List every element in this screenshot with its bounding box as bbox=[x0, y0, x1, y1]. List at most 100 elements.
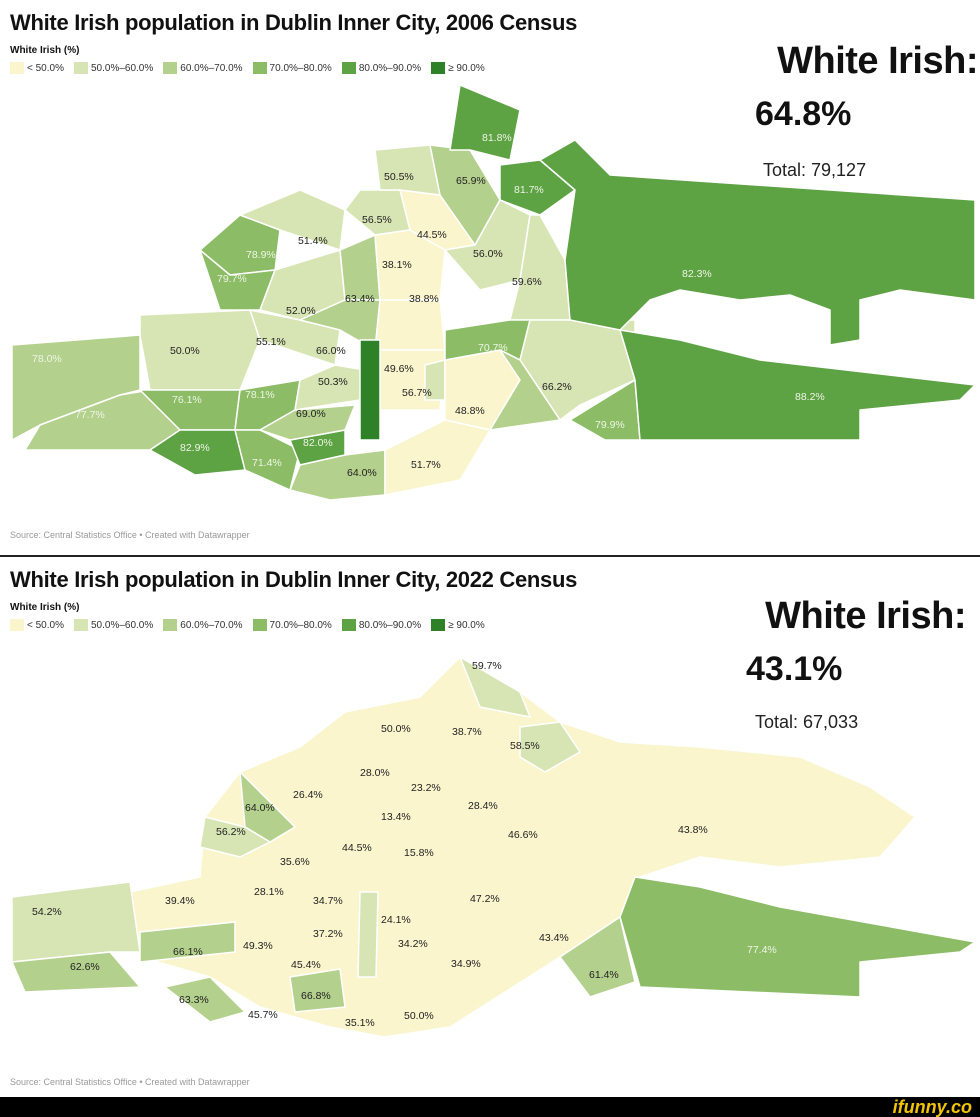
stat-label: White Irish: bbox=[765, 595, 966, 637]
legend-label: 50.0%–60.0% bbox=[90, 62, 154, 74]
legend-swatch bbox=[10, 62, 24, 74]
area-value-label: 66.8% bbox=[301, 990, 331, 1002]
map-area[interactable] bbox=[139, 309, 261, 391]
area-value-label: 43.8% bbox=[678, 824, 708, 836]
legend-swatch bbox=[431, 619, 446, 631]
map-area[interactable] bbox=[239, 771, 296, 843]
legend-swatch bbox=[252, 619, 267, 631]
map-area[interactable] bbox=[139, 921, 236, 963]
map-area[interactable] bbox=[559, 916, 636, 998]
area-value-label: 34.2% bbox=[398, 938, 428, 950]
area-value-label: 62.6% bbox=[70, 961, 100, 973]
area-value-label: 58.5% bbox=[510, 740, 540, 752]
area-value-label: 48.8% bbox=[455, 405, 485, 417]
area-value-label: 59.6% bbox=[512, 276, 542, 288]
area-value-label: 49.3% bbox=[243, 940, 273, 952]
legend-item: < 50.0% bbox=[10, 62, 64, 74]
stat-total: Total: 79,127 bbox=[763, 160, 867, 180]
map-area[interactable] bbox=[344, 189, 411, 236]
stat-total: Total: 67,033 bbox=[755, 712, 859, 732]
legend-swatch bbox=[341, 619, 356, 631]
area-value-label: 35.1% bbox=[345, 1017, 375, 1029]
map-area[interactable] bbox=[164, 976, 246, 1023]
legend-swatch bbox=[431, 62, 446, 74]
legend-label: 50.0%–60.0% bbox=[90, 619, 154, 631]
map-area[interactable] bbox=[11, 951, 141, 993]
area-value-label: 49.6% bbox=[384, 363, 414, 375]
area-value-label: 39.4% bbox=[165, 895, 195, 907]
area-value-label: 81.8% bbox=[482, 132, 512, 144]
area-value-label: 63.4% bbox=[345, 293, 375, 305]
map-panel-2022: White Irish population in Dublin Inner C… bbox=[0, 557, 980, 1097]
map-area[interactable] bbox=[539, 139, 976, 346]
legend-item: 70.0%–80.0% bbox=[252, 619, 332, 631]
map-area[interactable] bbox=[11, 881, 141, 963]
area-value-label: 43.4% bbox=[539, 932, 569, 944]
area-value-label: 59.7% bbox=[472, 660, 502, 672]
map-area[interactable] bbox=[489, 349, 561, 431]
area-value-label: 81.7% bbox=[514, 184, 544, 196]
map-area[interactable] bbox=[499, 159, 576, 216]
legend: < 50.0% 50.0%–60.0% 60.0%–70.0% 70.0%–80… bbox=[10, 62, 485, 74]
map-area[interactable] bbox=[459, 656, 531, 718]
stat-value: 43.1% bbox=[746, 650, 843, 688]
area-value-label: 70.7% bbox=[478, 342, 508, 354]
legend-swatch bbox=[73, 62, 88, 74]
area-value-label: 44.5% bbox=[342, 842, 372, 854]
legend-label: 60.0%–70.0% bbox=[180, 619, 243, 631]
area-value-label: 77.7% bbox=[75, 409, 105, 421]
stat-value: 64.8% bbox=[755, 95, 852, 133]
area-value-label: 28.0% bbox=[360, 767, 390, 779]
choropleth-map: 81.8% 50.5% 65.9% 81.7% 56.5% 44.5% 51.4% 78.9%… bbox=[11, 84, 976, 501]
area-value-label: 64.0% bbox=[347, 467, 377, 479]
map-area[interactable] bbox=[129, 656, 916, 1038]
area-value-label: 88.2% bbox=[795, 391, 825, 403]
area-value-label: 50.5% bbox=[384, 171, 414, 183]
map-area[interactable] bbox=[384, 419, 491, 496]
legend-label: < 50.0% bbox=[27, 62, 64, 74]
map-area[interactable] bbox=[339, 234, 381, 301]
map-area[interactable] bbox=[199, 816, 271, 858]
legend-item: < 50.0% bbox=[10, 619, 64, 631]
area-value-label: 26.4% bbox=[293, 789, 323, 801]
area-value-label: 56.5% bbox=[362, 214, 392, 226]
area-value-label: 63.3% bbox=[179, 994, 209, 1006]
legend-title: White Irish (%) bbox=[10, 45, 80, 56]
map-area[interactable] bbox=[239, 189, 346, 251]
map-title: White Irish population in Dublin Inner C… bbox=[10, 567, 578, 592]
area-value-label: 54.2% bbox=[32, 906, 62, 918]
area-value-label: 76.1% bbox=[172, 394, 202, 406]
area-value-label: 23.2% bbox=[411, 782, 441, 794]
map-area[interactable] bbox=[619, 329, 976, 441]
map-area[interactable] bbox=[619, 876, 976, 998]
map-area[interactable] bbox=[449, 84, 521, 161]
map-area[interactable] bbox=[374, 299, 446, 351]
area-value-label: 28.4% bbox=[468, 800, 498, 812]
legend-item: 70.0%–80.0% bbox=[252, 62, 332, 74]
area-value-label: 45.7% bbox=[248, 1009, 278, 1021]
legend-swatch bbox=[341, 62, 356, 74]
map-area[interactable] bbox=[374, 144, 441, 196]
legend-item: ≥ 90.0% bbox=[431, 619, 485, 631]
map-area[interactable] bbox=[374, 229, 446, 301]
area-value-label: 35.6% bbox=[280, 856, 310, 868]
map-area[interactable] bbox=[359, 339, 381, 441]
legend-label: ≥ 90.0% bbox=[448, 62, 485, 74]
area-value-label: 15.8% bbox=[404, 847, 434, 859]
map-area[interactable] bbox=[289, 968, 346, 1013]
map-area[interactable] bbox=[249, 309, 341, 366]
map-area[interactable] bbox=[357, 891, 379, 978]
source-note: Source: Central Statistics Office • Crea… bbox=[10, 530, 250, 540]
map-area[interactable] bbox=[519, 721, 581, 773]
map-panel-2006: White Irish population in Dublin Inner C… bbox=[0, 0, 980, 557]
map-area[interactable] bbox=[259, 404, 356, 441]
area-value-label: 50.0% bbox=[170, 345, 200, 357]
area-value-label: 38.1% bbox=[382, 259, 412, 271]
legend-item: 50.0%–60.0% bbox=[73, 62, 154, 74]
area-value-label: 51.7% bbox=[411, 459, 441, 471]
area-value-label: 66.0% bbox=[316, 345, 346, 357]
map-area[interactable] bbox=[234, 429, 301, 491]
legend-label: 70.0%–80.0% bbox=[269, 62, 332, 74]
area-value-label: 77.4% bbox=[747, 944, 777, 956]
choropleth-map: 59.7% 50.0% 38.7% 58.5% 28.0% 23.2% 26.4% 64.0%… bbox=[11, 656, 976, 1038]
